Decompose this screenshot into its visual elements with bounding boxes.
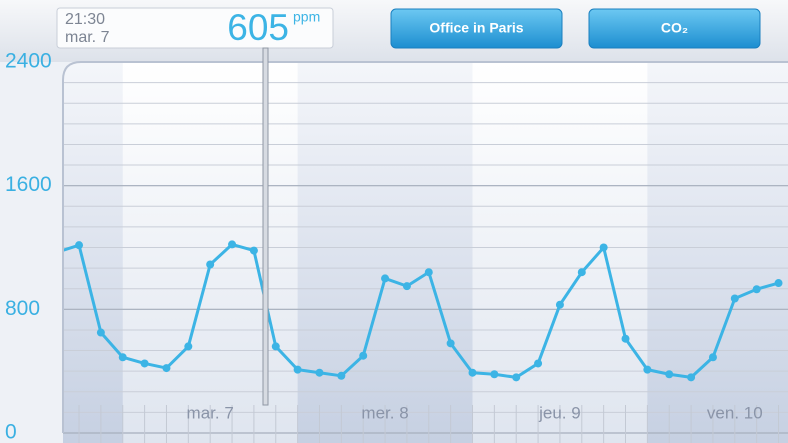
- data-point: [708, 353, 717, 362]
- data-point: [665, 370, 674, 379]
- data-point: [118, 353, 127, 362]
- data-point: [337, 371, 346, 380]
- cursor-time: 21:30: [65, 11, 105, 28]
- cursor-box: [56, 7, 334, 49]
- day-band: [472, 62, 648, 443]
- data-point: [402, 282, 411, 291]
- data-line: [63, 242, 779, 379]
- cursor-needle: [262, 47, 269, 406]
- data-point: [162, 364, 171, 373]
- data-point: [446, 339, 455, 348]
- data-point: [534, 359, 543, 368]
- x-tick-label: mar. 7: [187, 403, 234, 422]
- data-point: [424, 268, 433, 277]
- data-point: [381, 274, 390, 283]
- day-band: [63, 62, 123, 443]
- data-point: [555, 300, 564, 309]
- data-point: [315, 368, 324, 377]
- measure-button-label[interactable]: CO₂: [661, 20, 688, 36]
- plot-frame: [62, 61, 788, 433]
- data-point: [359, 351, 368, 360]
- data-point: [599, 243, 608, 252]
- data-point: [228, 240, 237, 249]
- cursor-value: 605: [227, 7, 289, 48]
- x-tick-label: jeu. 9: [538, 403, 581, 422]
- data-point: [643, 365, 652, 374]
- data-point: [140, 359, 149, 368]
- data-point: [512, 373, 521, 382]
- data-point: [752, 285, 761, 294]
- y-tick-label: 1600: [5, 173, 52, 196]
- data-point: [774, 279, 783, 288]
- cursor-date: mar. 7: [65, 29, 110, 46]
- data-point: [184, 342, 193, 351]
- data-point: [271, 342, 280, 351]
- data-point: [490, 370, 499, 379]
- data-point: [206, 260, 215, 269]
- y-tick-label: 0: [5, 421, 17, 443]
- data-point: [75, 241, 84, 250]
- data-point: [53, 248, 61, 256]
- y-tick-label: 800: [5, 297, 40, 320]
- cursor-unit: ppm: [293, 9, 320, 25]
- data-point: [687, 373, 696, 382]
- x-tick-label: ven. 10: [707, 403, 763, 422]
- data-point: [96, 328, 105, 337]
- data-point: [730, 294, 739, 303]
- data-point: [468, 368, 477, 377]
- plot-area: [53, 62, 788, 443]
- data-point: [577, 268, 586, 277]
- day-band: [122, 62, 298, 443]
- data-point: [249, 246, 258, 255]
- day-band: [647, 62, 788, 443]
- data-point: [293, 365, 302, 374]
- station-button[interactable]: [390, 8, 563, 49]
- data-point: [621, 334, 630, 343]
- y-tick-label: 2400: [5, 50, 52, 73]
- measure-button[interactable]: [588, 8, 761, 49]
- station-button-label[interactable]: Office in Paris: [429, 20, 523, 36]
- day-band: [297, 62, 473, 443]
- x-tick-label: mer. 8: [361, 403, 408, 422]
